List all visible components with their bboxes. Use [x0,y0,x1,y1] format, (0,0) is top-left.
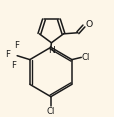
Text: Cl: Cl [81,53,89,62]
Text: F: F [5,50,10,59]
Text: N: N [48,46,55,55]
Text: F: F [14,40,19,49]
Text: O: O [85,20,92,29]
Text: Cl: Cl [46,107,55,116]
Text: F: F [11,61,16,70]
